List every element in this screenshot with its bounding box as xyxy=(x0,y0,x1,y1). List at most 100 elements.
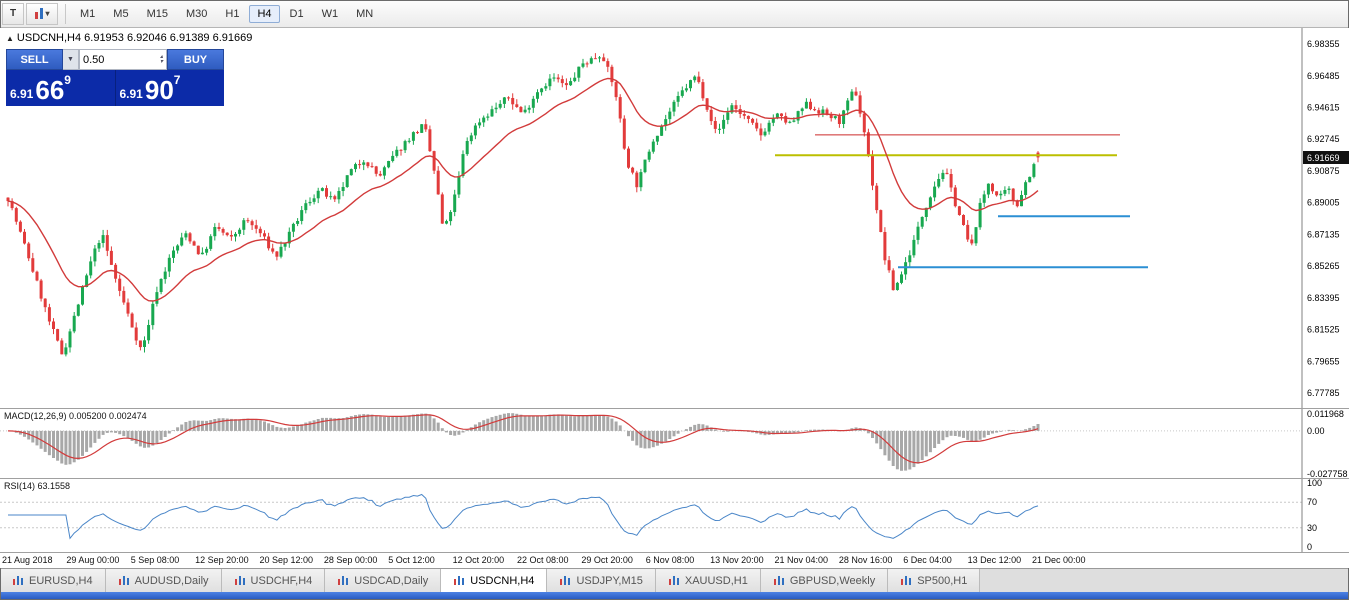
timeframe-button-m30[interactable]: M30 xyxy=(185,7,208,20)
time-axis-label: 21 Nov 04:00 xyxy=(774,555,829,565)
timeframe-button-w1[interactable]: W1 xyxy=(321,7,339,20)
svg-text:0.011968: 0.011968 xyxy=(1307,409,1344,419)
rsi-panel: 100 70 30 0 RSI(14) 63.1558 xyxy=(0,478,1349,552)
chevron-down-icon: ▼ xyxy=(67,56,74,63)
candlestick-chart[interactable]: 6.98355 6.96485 6.94615 6.92745 6.90875 6.890… xyxy=(0,28,1349,408)
chart-icon xyxy=(454,576,465,585)
rsi-label: RSI(14) 63.1558 xyxy=(4,481,71,491)
chart-tab-usdjpy-m15[interactable]: USDJPY,M15 xyxy=(547,569,656,592)
svg-text:0.00: 0.00 xyxy=(1307,426,1325,436)
chart-tab-usdchf-h4[interactable]: USDCHF,H4 xyxy=(221,569,326,592)
chart-icon xyxy=(338,576,349,585)
time-axis-label: 29 Aug 00:00 xyxy=(66,555,120,565)
svg-text:6.77785: 6.77785 xyxy=(1307,388,1340,398)
timeframe-button-mn[interactable]: MN xyxy=(356,7,374,20)
chart-type-button[interactable]: ▾ xyxy=(26,2,58,25)
chart-tab-sp500-h1[interactable]: SP500,H1 xyxy=(888,569,981,592)
timeframe-button-h4[interactable]: H4 xyxy=(249,4,280,23)
svg-text:6.96485: 6.96485 xyxy=(1307,71,1340,81)
chart-icon xyxy=(773,576,784,585)
time-axis-label: 6 Nov 08:00 xyxy=(645,555,695,565)
chart-tab-label: USDCHF,H4 xyxy=(250,574,313,587)
svg-text:30: 30 xyxy=(1307,523,1317,533)
candlestick-chart-icon xyxy=(34,8,44,19)
buy-price-small: 6.91 xyxy=(119,87,143,101)
svg-text:0: 0 xyxy=(1307,542,1312,552)
main-chart-panel: 6.98355 6.96485 6.94615 6.92745 6.90875 6.890… xyxy=(0,28,1349,408)
timeframe-button-d1[interactable]: D1 xyxy=(289,7,304,20)
svg-text:100: 100 xyxy=(1307,479,1322,488)
volume-dropdown-button[interactable]: ▼ xyxy=(63,49,79,70)
svg-text:6.98355: 6.98355 xyxy=(1307,39,1340,49)
macd-label: MACD(12,26,9) 0.005200 0.002474 xyxy=(4,411,147,421)
svg-text:6.94615: 6.94615 xyxy=(1307,103,1340,113)
chart-tab-eurusd-h4[interactable]: EURUSD,H4 xyxy=(0,569,106,592)
timeframe-button-m1[interactable]: M1 xyxy=(80,7,96,20)
svg-text:6.87135: 6.87135 xyxy=(1307,229,1340,239)
svg-text:6.89005: 6.89005 xyxy=(1307,198,1340,208)
symbol-ohlc-text: USDCNH,H4 6.91953 6.92046 6.91389 6.9166… xyxy=(16,32,253,44)
chart-tab-label: SP500,H1 xyxy=(917,574,968,587)
chart-tab-usdcnh-h4[interactable]: USDCNH,H4 xyxy=(441,569,548,592)
spinner-down-icon[interactable]: ▾ xyxy=(159,58,163,65)
chart-tab-label: XAUUSD,H1 xyxy=(684,574,748,587)
time-axis-label: 28 Sep 00:00 xyxy=(323,555,378,565)
svg-text:6.92745: 6.92745 xyxy=(1307,134,1340,144)
terminal-window-icon-label: T xyxy=(9,8,17,19)
chart-icon xyxy=(560,576,571,585)
chart-tab-audusd-daily[interactable]: AUDUSD,Daily xyxy=(105,569,222,592)
chart-tab-label: USDCNH,H4 xyxy=(470,574,535,587)
time-axis-label: 12 Oct 20:00 xyxy=(452,555,505,565)
svg-text:6.81525: 6.81525 xyxy=(1307,325,1340,335)
time-axis-label: 6 Dec 04:00 xyxy=(903,555,952,565)
one-click-trading-panel: SELL ▼ 0.50 ▴ ▾ BUY 6.91 66 9 6.91 90 7 xyxy=(6,49,224,106)
buy-price-big: 90 xyxy=(144,75,174,105)
timeframe-button-h1[interactable]: H1 xyxy=(225,7,240,20)
macd-chart[interactable]: 0.011968 0.00 -0.027758 xyxy=(0,409,1349,478)
rsi-chart[interactable]: 100 70 30 0 xyxy=(0,479,1349,552)
svg-text:6.83395: 6.83395 xyxy=(1307,293,1340,303)
buy-button[interactable]: BUY xyxy=(167,49,224,70)
time-axis-label: 13 Nov 20:00 xyxy=(710,555,764,565)
chart-tab-label: USDCAD,Daily xyxy=(354,574,429,587)
one-click-toggle-arrow-icon[interactable]: ▲ xyxy=(6,34,14,43)
buy-price-pip: 7 xyxy=(173,73,181,87)
chart-tab-xauusd-h1[interactable]: XAUUSD,H1 xyxy=(655,569,761,592)
chart-icon xyxy=(234,576,245,585)
sell-price-small: 6.91 xyxy=(10,87,34,101)
time-axis-label: 29 Oct 20:00 xyxy=(581,555,633,565)
time-axis[interactable]: 21 Aug 2018 29 Aug 00:00 5 Sep 08:00 12 Sep… xyxy=(0,552,1349,568)
chart-icon xyxy=(118,576,129,585)
time-axis-label: 21 Aug 2018 xyxy=(2,555,53,565)
toolbar: T ▾ M1 M5 M15 M30 H1 H4 D1 W1 MN xyxy=(0,0,1349,28)
timeframe-button-m5[interactable]: M5 xyxy=(113,7,129,20)
buy-price-button[interactable]: 6.91 90 7 xyxy=(114,70,225,106)
volume-spinner[interactable]: ▴ ▾ xyxy=(159,53,163,65)
sell-price-button[interactable]: 6.91 66 9 xyxy=(6,70,115,106)
volume-input[interactable]: 0.50 ▴ ▾ xyxy=(79,49,167,70)
chart-tab-usdcad-daily[interactable]: USDCAD,Daily xyxy=(325,569,442,592)
toolbar-separator xyxy=(65,3,66,24)
chart-icon xyxy=(901,576,912,585)
chart-tab-gbpusd-weekly[interactable]: GBPUSD,Weekly xyxy=(760,569,889,592)
sell-price-pip: 9 xyxy=(64,73,71,87)
spinner-up-icon[interactable]: ▴ xyxy=(159,53,163,60)
chevron-down-icon: ▾ xyxy=(45,9,50,18)
svg-text:6.90875: 6.90875 xyxy=(1307,166,1340,176)
chart-window: 6.98355 6.96485 6.94615 6.92745 6.90875 6.890… xyxy=(0,28,1349,568)
taskbar-strip xyxy=(0,592,1349,600)
time-axis-label: 5 Sep 08:00 xyxy=(130,555,180,565)
sell-button[interactable]: SELL xyxy=(6,49,63,70)
time-axis-label: 5 Oct 12:00 xyxy=(388,555,435,565)
time-axis-label: 28 Nov 16:00 xyxy=(838,555,893,565)
terminal-window-icon[interactable]: T xyxy=(2,2,24,25)
timeframe-button-m15[interactable]: M15 xyxy=(146,7,168,20)
time-axis-label: 13 Dec 12:00 xyxy=(967,555,1022,565)
macd-panel: 0.011968 0.00 -0.027758 MACD(12,26,9) 0.00… xyxy=(0,408,1349,478)
symbol-ohlc-line: ▲ USDCNH,H4 6.91953 6.92046 6.91389 6.916… xyxy=(6,32,252,44)
timeframe-toolbar: M1 M5 M15 M30 H1 H4 D1 W1 MN xyxy=(71,4,382,23)
chart-tab-label: AUDUSD,Daily xyxy=(134,574,209,587)
chart-tab-label: USDJPY,M15 xyxy=(576,574,643,587)
time-axis-label: 12 Sep 20:00 xyxy=(195,555,249,565)
